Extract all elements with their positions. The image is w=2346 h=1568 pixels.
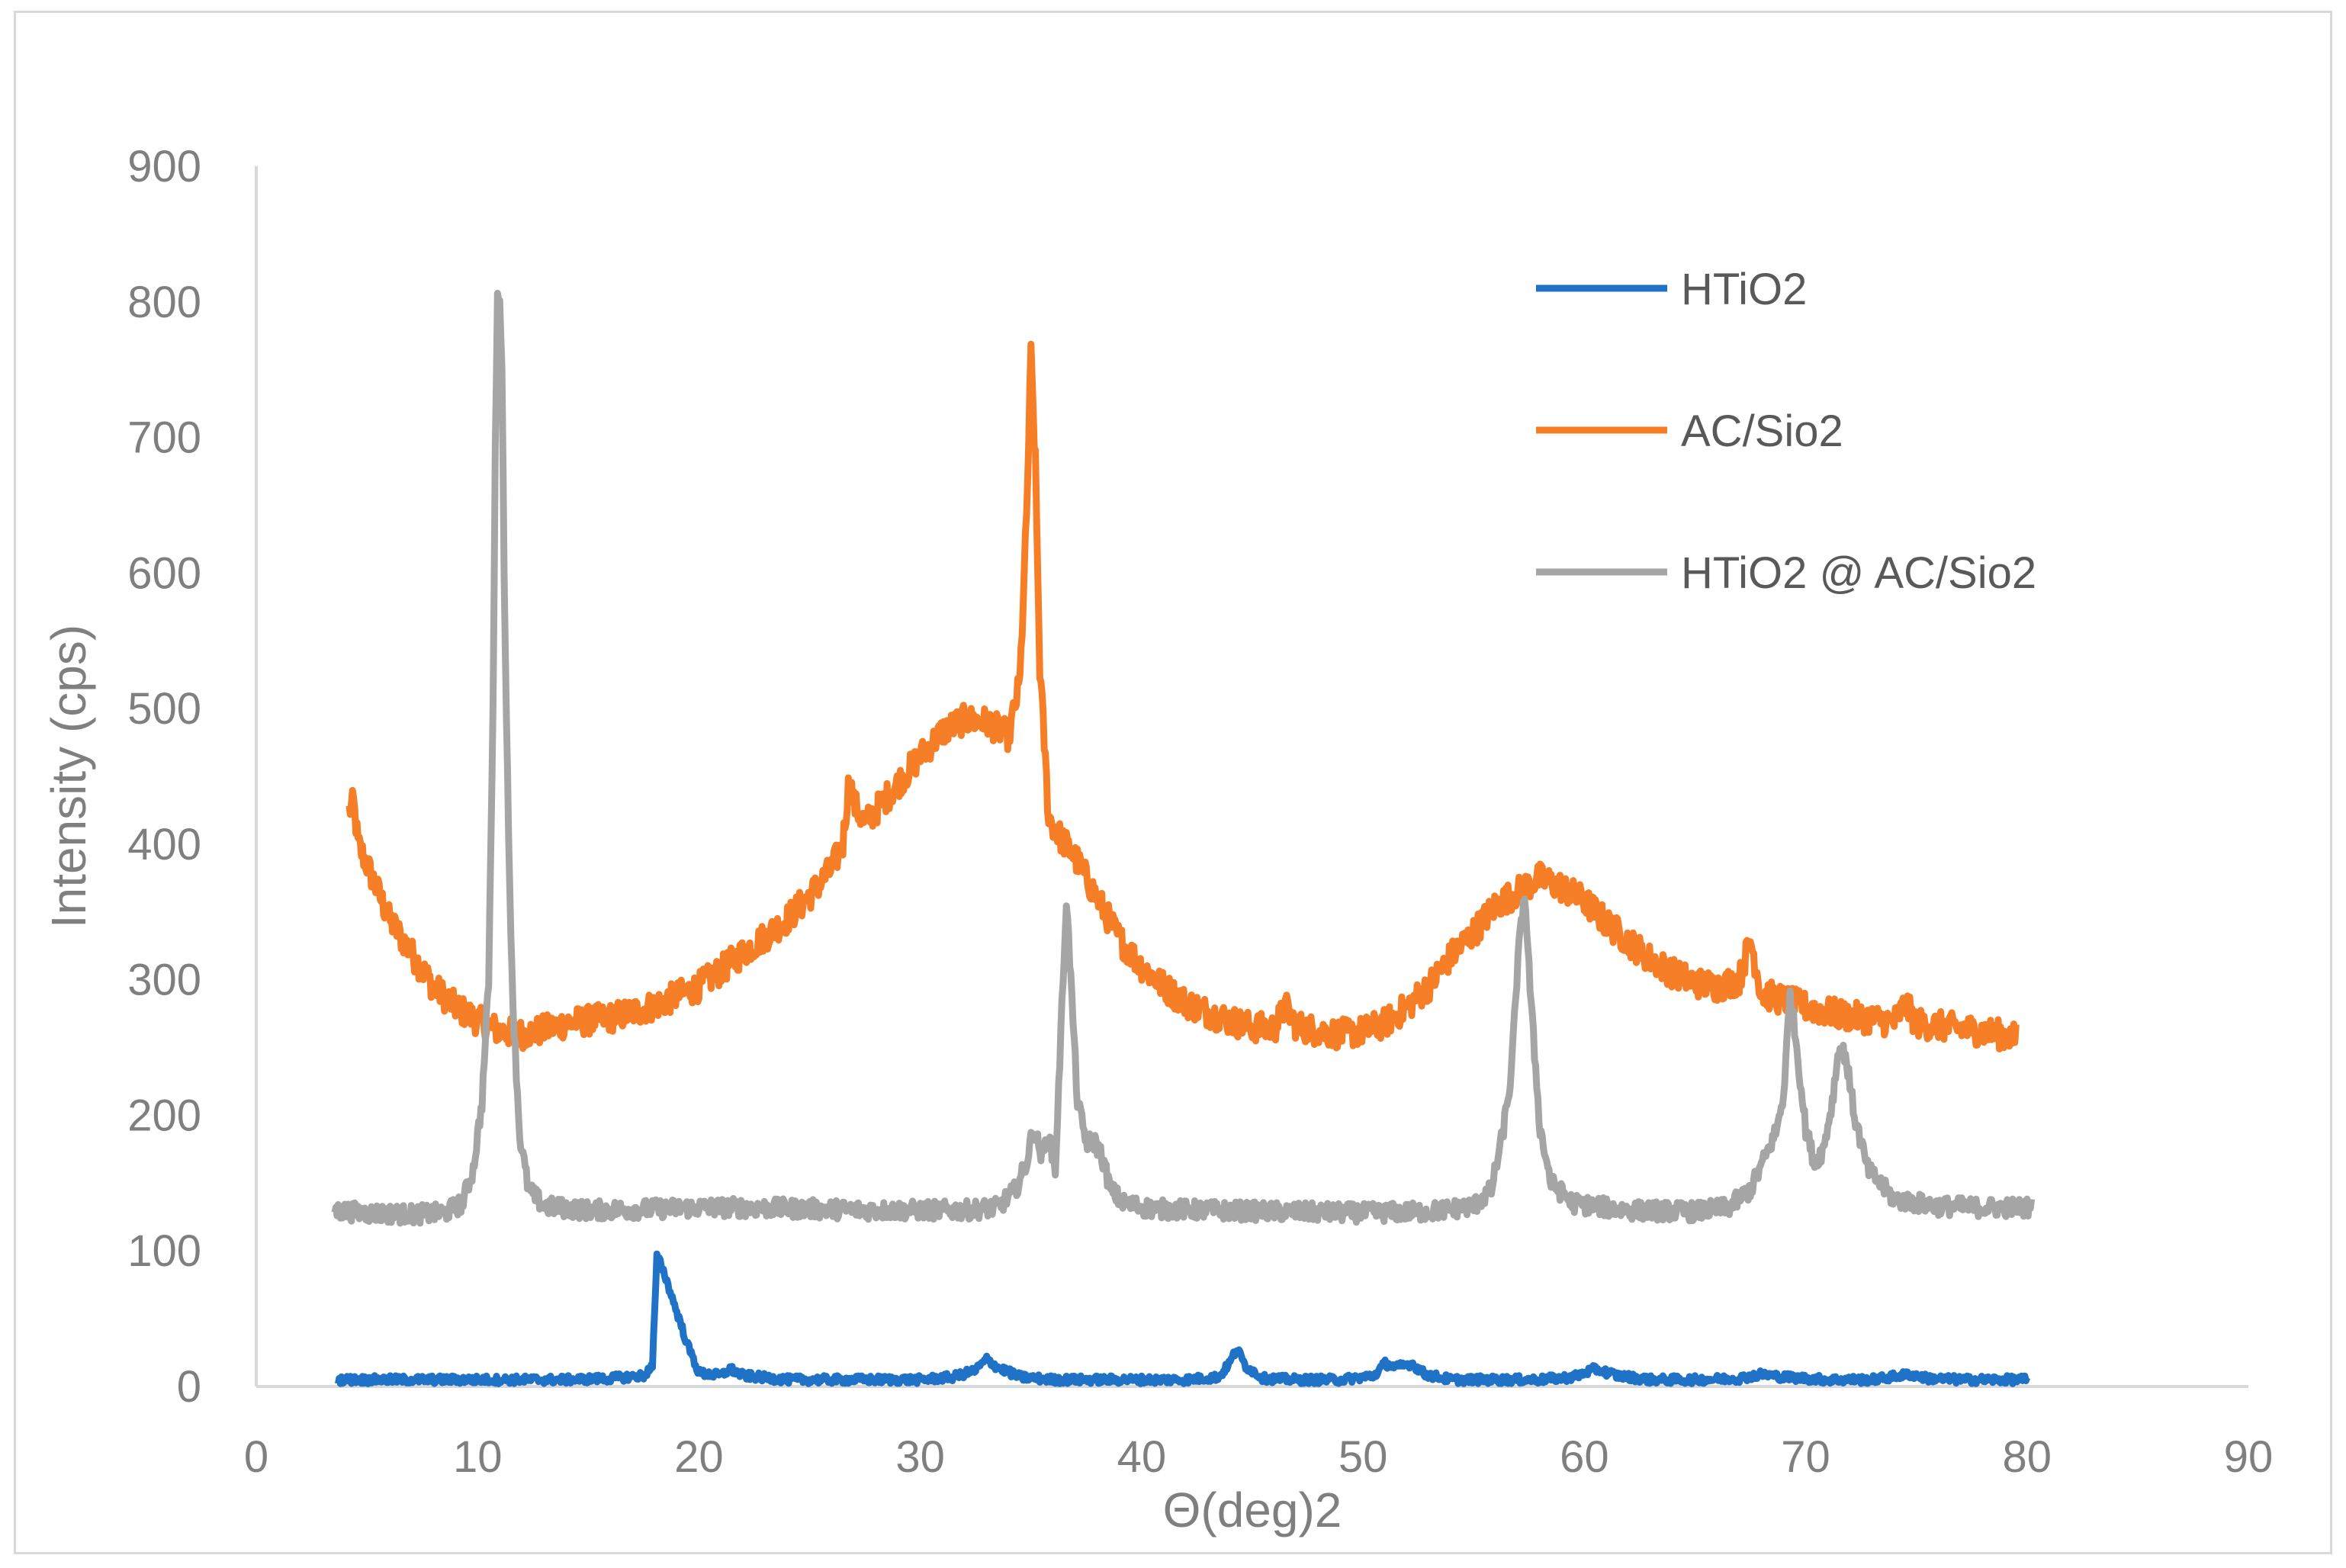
y-tick-label: 200	[127, 1091, 201, 1140]
x-tick-label: 30	[895, 1432, 945, 1482]
y-tick-label: 900	[127, 142, 201, 191]
y-tick-labels: 0 100 200 300 400 500 600 700 800 900	[127, 142, 201, 1412]
x-tick-label: 90	[2224, 1432, 2274, 1482]
x-tick-label: 10	[453, 1432, 503, 1482]
legend: HTiO2 AC/Sio2 HTiO2 @ AC/Sio2	[1536, 265, 2036, 598]
chart-frame	[14, 11, 2332, 1554]
y-tick-label: 600	[127, 548, 201, 598]
y-tick-label: 700	[127, 413, 201, 463]
y-tick-label: 400	[127, 820, 201, 869]
x-tick-label: 80	[2003, 1432, 2052, 1482]
legend-label: AC/Sio2	[1681, 406, 1843, 456]
series-line-1	[345, 340, 2020, 1052]
y-tick-label: 800	[127, 278, 201, 327]
series-lines	[331, 290, 2036, 1387]
legend-label: HTiO2 @ AC/Sio2	[1681, 548, 2036, 598]
x-tick-label: 60	[1560, 1432, 1609, 1482]
y-tick-label: 500	[127, 684, 201, 734]
series-line-2	[331, 290, 2036, 1227]
axes	[255, 166, 2248, 1388]
y-tick-label: 300	[127, 956, 201, 1005]
x-tick-label: 20	[674, 1432, 724, 1482]
x-axis-title: Θ(deg)2	[1163, 1483, 1342, 1537]
x-tick-label: 50	[1339, 1432, 1388, 1482]
legend-label: HTiO2	[1681, 265, 1807, 314]
y-axis-title: Intensity (cps)	[41, 625, 96, 928]
x-tick-label: 70	[1781, 1432, 1830, 1482]
x-tick-label: 0	[244, 1432, 268, 1482]
y-tick-label: 100	[127, 1226, 201, 1276]
x-tick-label: 40	[1117, 1432, 1167, 1482]
series-line-0	[334, 1250, 2031, 1387]
x-tick-labels: 0 10 20 30 40 50 60 70 80 90	[244, 1432, 2273, 1482]
y-tick-label: 0	[177, 1362, 201, 1412]
